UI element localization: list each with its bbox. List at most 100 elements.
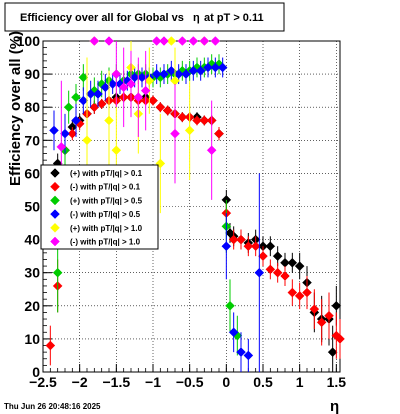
data-point [159,69,169,79]
data-point [148,95,158,106]
data-point [192,115,202,126]
data-point [118,82,129,93]
data-point [316,317,327,328]
data-point [236,347,246,357]
data-point [140,85,151,96]
legend-marker [50,209,60,219]
data-point [104,36,114,46]
data-point [144,75,155,86]
y-tick-label: 70 [24,132,40,148]
data-point [173,69,184,79]
data-point [181,69,191,79]
data-point [217,62,228,73]
data-point [137,72,147,83]
legend-label: (-) with pT/|q| > 0.5 [70,210,141,219]
y-tick-label: 100 [17,33,41,49]
data-point [151,36,162,46]
data-point [45,340,56,351]
y-axis-title: Efficiency over all (%) [7,31,24,186]
data-point [184,125,195,136]
x-tick-label: 1.5 [327,374,347,390]
y-tick-label: 50 [24,199,40,215]
data-point [210,62,221,73]
data-point [331,300,342,311]
data-point [151,69,162,79]
data-point [309,304,320,314]
data-point [228,234,239,245]
data-point [78,95,89,106]
data-point [89,36,100,46]
x-tick-label: 1 [296,374,304,390]
legend-marker [50,168,60,178]
data-point [199,115,210,126]
timestamp: Thu Jun 26 20:48:16 2025 [4,402,101,411]
legend-label: (+) with pT/|q| > 0.1 [70,169,143,178]
data-point [85,89,96,99]
data-point [162,105,173,116]
data-point [177,112,188,122]
data-point [177,36,188,46]
y-tick-label: 60 [24,165,40,181]
x-axis-title: η [330,398,339,414]
data-point [214,128,224,139]
data-point [335,334,345,344]
data-point [287,257,298,268]
data-point [302,287,312,298]
chart-title-prefix: Efficiency over all for Global vs [20,12,184,24]
data-point [250,241,261,252]
data-point [78,72,89,83]
data-point [133,92,144,103]
x-tick-label: 0 [222,374,230,390]
data-points [45,36,345,372]
data-point [243,241,254,252]
legend-box [40,164,159,250]
chart-title-suffix: at pT > 0.11 [204,12,264,24]
y-tick-label: 10 [24,331,40,347]
data-point [166,36,177,46]
data-point [126,79,136,89]
data-point [71,115,81,126]
data-point [100,82,111,93]
data-point [199,36,210,46]
legend-label: (-) with pT/|q| > 1.0 [70,238,141,247]
data-point [272,267,283,278]
data-point [60,128,70,139]
data-point [294,291,305,301]
legend-marker [50,236,60,247]
data-point [96,99,107,109]
data-point [210,36,221,46]
x-tick-labels: −2.5 −2 −1.5 −1 −0.5 0 0.5 1 1.5 [29,374,346,390]
data-point [49,125,59,136]
data-point [111,145,122,156]
data-point [265,241,276,252]
data-point [243,350,254,361]
legend-marker [50,222,60,233]
x-tick-label: −2 [72,374,88,390]
data-point [254,267,265,278]
legend-marker [50,181,60,192]
y-tick-label: 40 [24,232,40,248]
data-point [280,271,290,281]
data-point [166,65,177,76]
data-point [71,92,81,103]
data-point [67,128,78,139]
data-point [236,234,246,245]
data-point [155,102,166,113]
data-point [107,79,118,89]
data-point [272,251,283,262]
data-point [258,251,268,262]
x-tick-label: −1.5 [103,374,131,390]
y-tick-label: 80 [24,99,40,115]
x-tick-label: −1 [145,374,161,390]
data-point [188,65,199,76]
data-point [228,327,239,338]
data-point [170,128,180,139]
data-point [82,135,92,146]
data-point [294,261,305,271]
y-tick-labels: 0 10 20 30 40 50 60 70 80 90 100 [17,33,41,380]
x-tick-label: −0.5 [176,374,204,390]
y-tick-label: 90 [24,66,40,82]
data-point [104,115,114,126]
x-tick-label: 0.5 [253,374,273,390]
data-point [287,287,298,298]
